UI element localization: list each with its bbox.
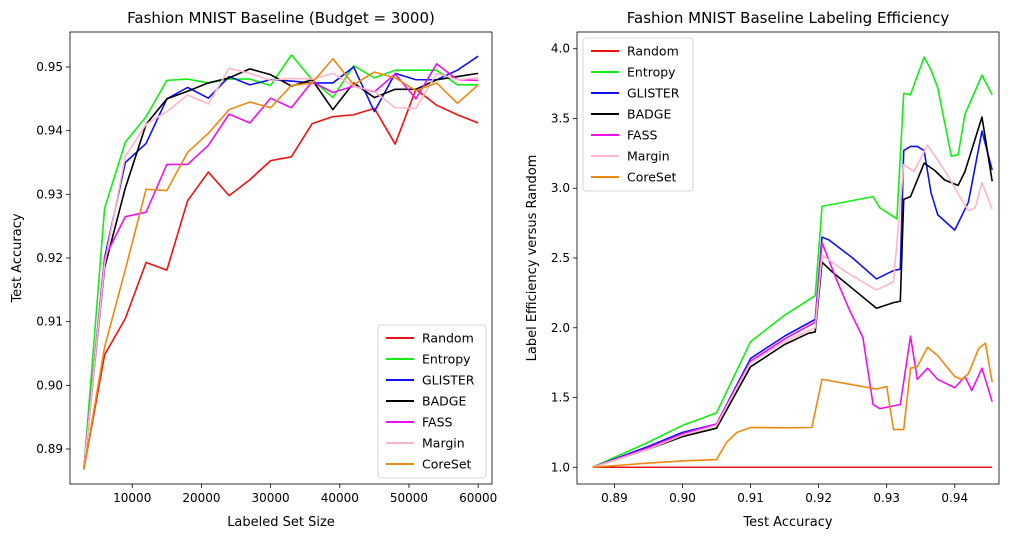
- left-x-tick-label: 50000: [390, 491, 428, 505]
- right-x-tick-label: 0.92: [805, 491, 832, 505]
- right-chart-title: Fashion MNIST Baseline Labeling Efficien…: [627, 9, 950, 27]
- right-x-tick-label: 0.89: [601, 491, 628, 505]
- right-y-tick-label: 2.5: [551, 251, 570, 265]
- right-y-tick-label: 3.5: [551, 111, 570, 125]
- left-legend-label-margin: Margin: [422, 436, 465, 451]
- left-legend-label-glister: GLISTER: [422, 373, 475, 388]
- right-legend: Random Entropy GLISTER BADGE FASS Margin CoreS…: [582, 37, 694, 192]
- left-legend-label-coreset: CoreSet: [422, 457, 472, 472]
- left-series-entropy: [83, 54, 479, 470]
- left-y-tick-label: 0.92: [36, 251, 63, 265]
- left-y-tick-label: 0.91: [36, 315, 63, 329]
- right-x-tick-label: 0.91: [737, 491, 764, 505]
- left-chart: Fashion MNIST Baseline (Budget = 3000) L…: [10, 9, 497, 530]
- right-y-tick-label: 2.0: [551, 321, 570, 335]
- right-x-tick-label: 0.93: [873, 491, 900, 505]
- left-chart-title: Fashion MNIST Baseline (Budget = 3000): [127, 9, 435, 27]
- right-legend-box: [582, 37, 694, 192]
- left-legend-label-entropy: Entropy: [422, 352, 471, 367]
- right-y-tick-label: 1.0: [551, 460, 570, 474]
- right-y-tick-label: 4.0: [551, 42, 570, 56]
- right-chart: Fashion MNIST Baseline Labeling Efficien…: [525, 9, 1000, 530]
- right-legend-label-coreset: CoreSet: [627, 170, 677, 185]
- left-y-tick-label: 0.94: [36, 124, 63, 138]
- right-plot-frame: [576, 31, 1000, 485]
- left-series-coreset: [83, 57, 479, 470]
- right-legend-label-random: Random: [627, 44, 679, 59]
- left-x-tick-label: 40000: [321, 491, 359, 505]
- left-chart-xlabel: Labeled Set Size: [227, 515, 335, 530]
- left-x-tick-label: 20000: [182, 491, 220, 505]
- left-legend-label-badge: BADGE: [422, 394, 466, 409]
- left-x-tick-label: 10000: [113, 491, 151, 505]
- right-x-tick-label: 0.90: [669, 491, 696, 505]
- left-chart-ylabel: Test Accuracy: [10, 213, 25, 303]
- left-series-random: [83, 88, 479, 470]
- right-chart-ylabel: Label Efficiency versus Random: [525, 155, 540, 362]
- right-series-coreset: [592, 342, 993, 469]
- left-y-tick-label: 0.93: [36, 187, 63, 201]
- right-legend-label-entropy: Entropy: [627, 65, 676, 80]
- left-plot-frame: [69, 31, 493, 485]
- left-legend: Random Entropy GLISTER BADGE FASS Margin CoreS…: [377, 324, 487, 479]
- left-series-fass: [83, 63, 479, 470]
- right-legend-label-glister: GLISTER: [627, 86, 680, 101]
- right-series-lines: [592, 56, 993, 469]
- right-y-tick-label: 1.5: [551, 391, 570, 405]
- left-y-tick-label: 0.90: [36, 378, 63, 392]
- right-y-tick-label: 3.0: [551, 181, 570, 195]
- right-series-badge: [592, 116, 993, 469]
- left-y-tick-label: 0.89: [36, 442, 63, 456]
- left-legend-label-random: Random: [422, 331, 474, 346]
- left-series-margin: [83, 67, 479, 470]
- right-legend-label-badge: BADGE: [627, 107, 671, 122]
- right-series-margin: [592, 144, 993, 469]
- left-legend-label-fass: FASS: [422, 415, 453, 430]
- left-y-tick-label: 0.95: [36, 60, 63, 74]
- left-x-tick-label: 30000: [252, 491, 290, 505]
- left-series-lines: [83, 54, 479, 470]
- right-series-glister: [592, 130, 993, 469]
- right-x-tick-label: 0.94: [941, 491, 968, 505]
- right-legend-label-fass: FASS: [627, 128, 658, 143]
- left-x-tick-label: 60000: [459, 491, 497, 505]
- right-series-entropy: [592, 56, 993, 468]
- left-legend-box: [377, 324, 487, 479]
- right-chart-xlabel: Test Accuracy: [742, 515, 832, 530]
- right-legend-label-margin: Margin: [627, 149, 670, 164]
